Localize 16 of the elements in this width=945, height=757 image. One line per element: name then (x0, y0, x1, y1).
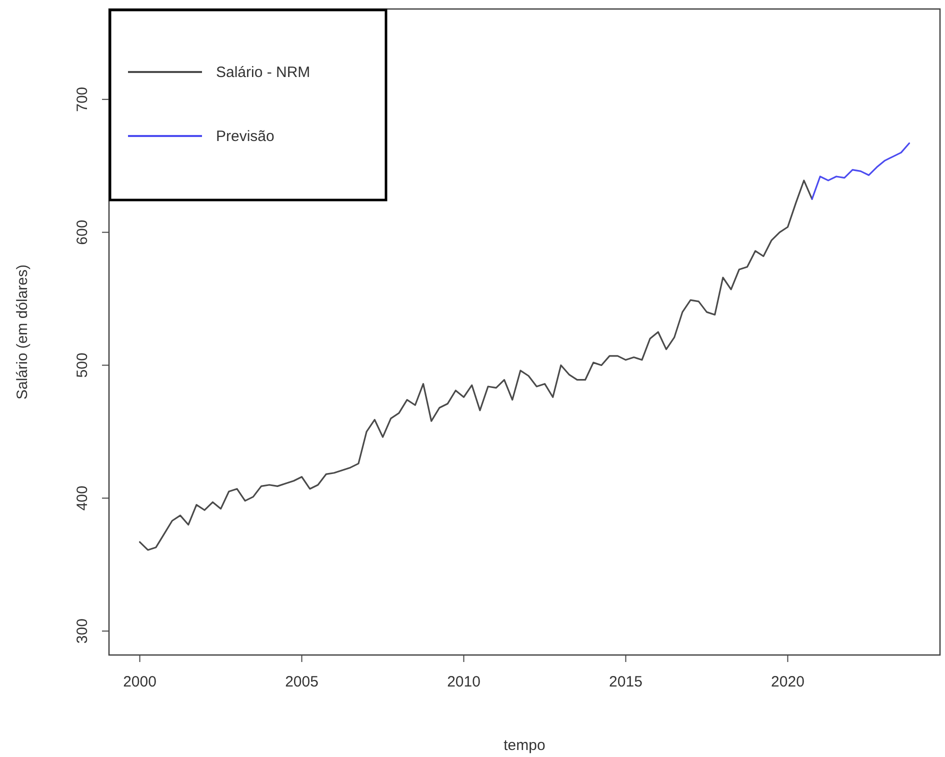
line-series (811, 142, 910, 200)
x-tick-label: 2000 (123, 674, 156, 691)
legend-label: Previsão (216, 128, 274, 145)
x-tick-label: 2020 (771, 674, 804, 691)
x-tick-label: 2015 (609, 674, 642, 691)
y-tick-label: 400 (74, 486, 91, 511)
legend-label: Salário - NRM (216, 64, 310, 81)
y-tick-label: 600 (74, 220, 91, 245)
x-axis-title: tempo (504, 737, 546, 754)
x-tick-label: 2010 (447, 674, 480, 691)
y-tick-label: 700 (74, 86, 91, 112)
x-tick-label: 2005 (285, 674, 318, 691)
line-series (138, 180, 813, 551)
y-tick-label: 500 (74, 352, 91, 378)
y-axis-title: Salário (em dólares) (14, 264, 31, 400)
y-tick-label: 300 (74, 618, 91, 644)
